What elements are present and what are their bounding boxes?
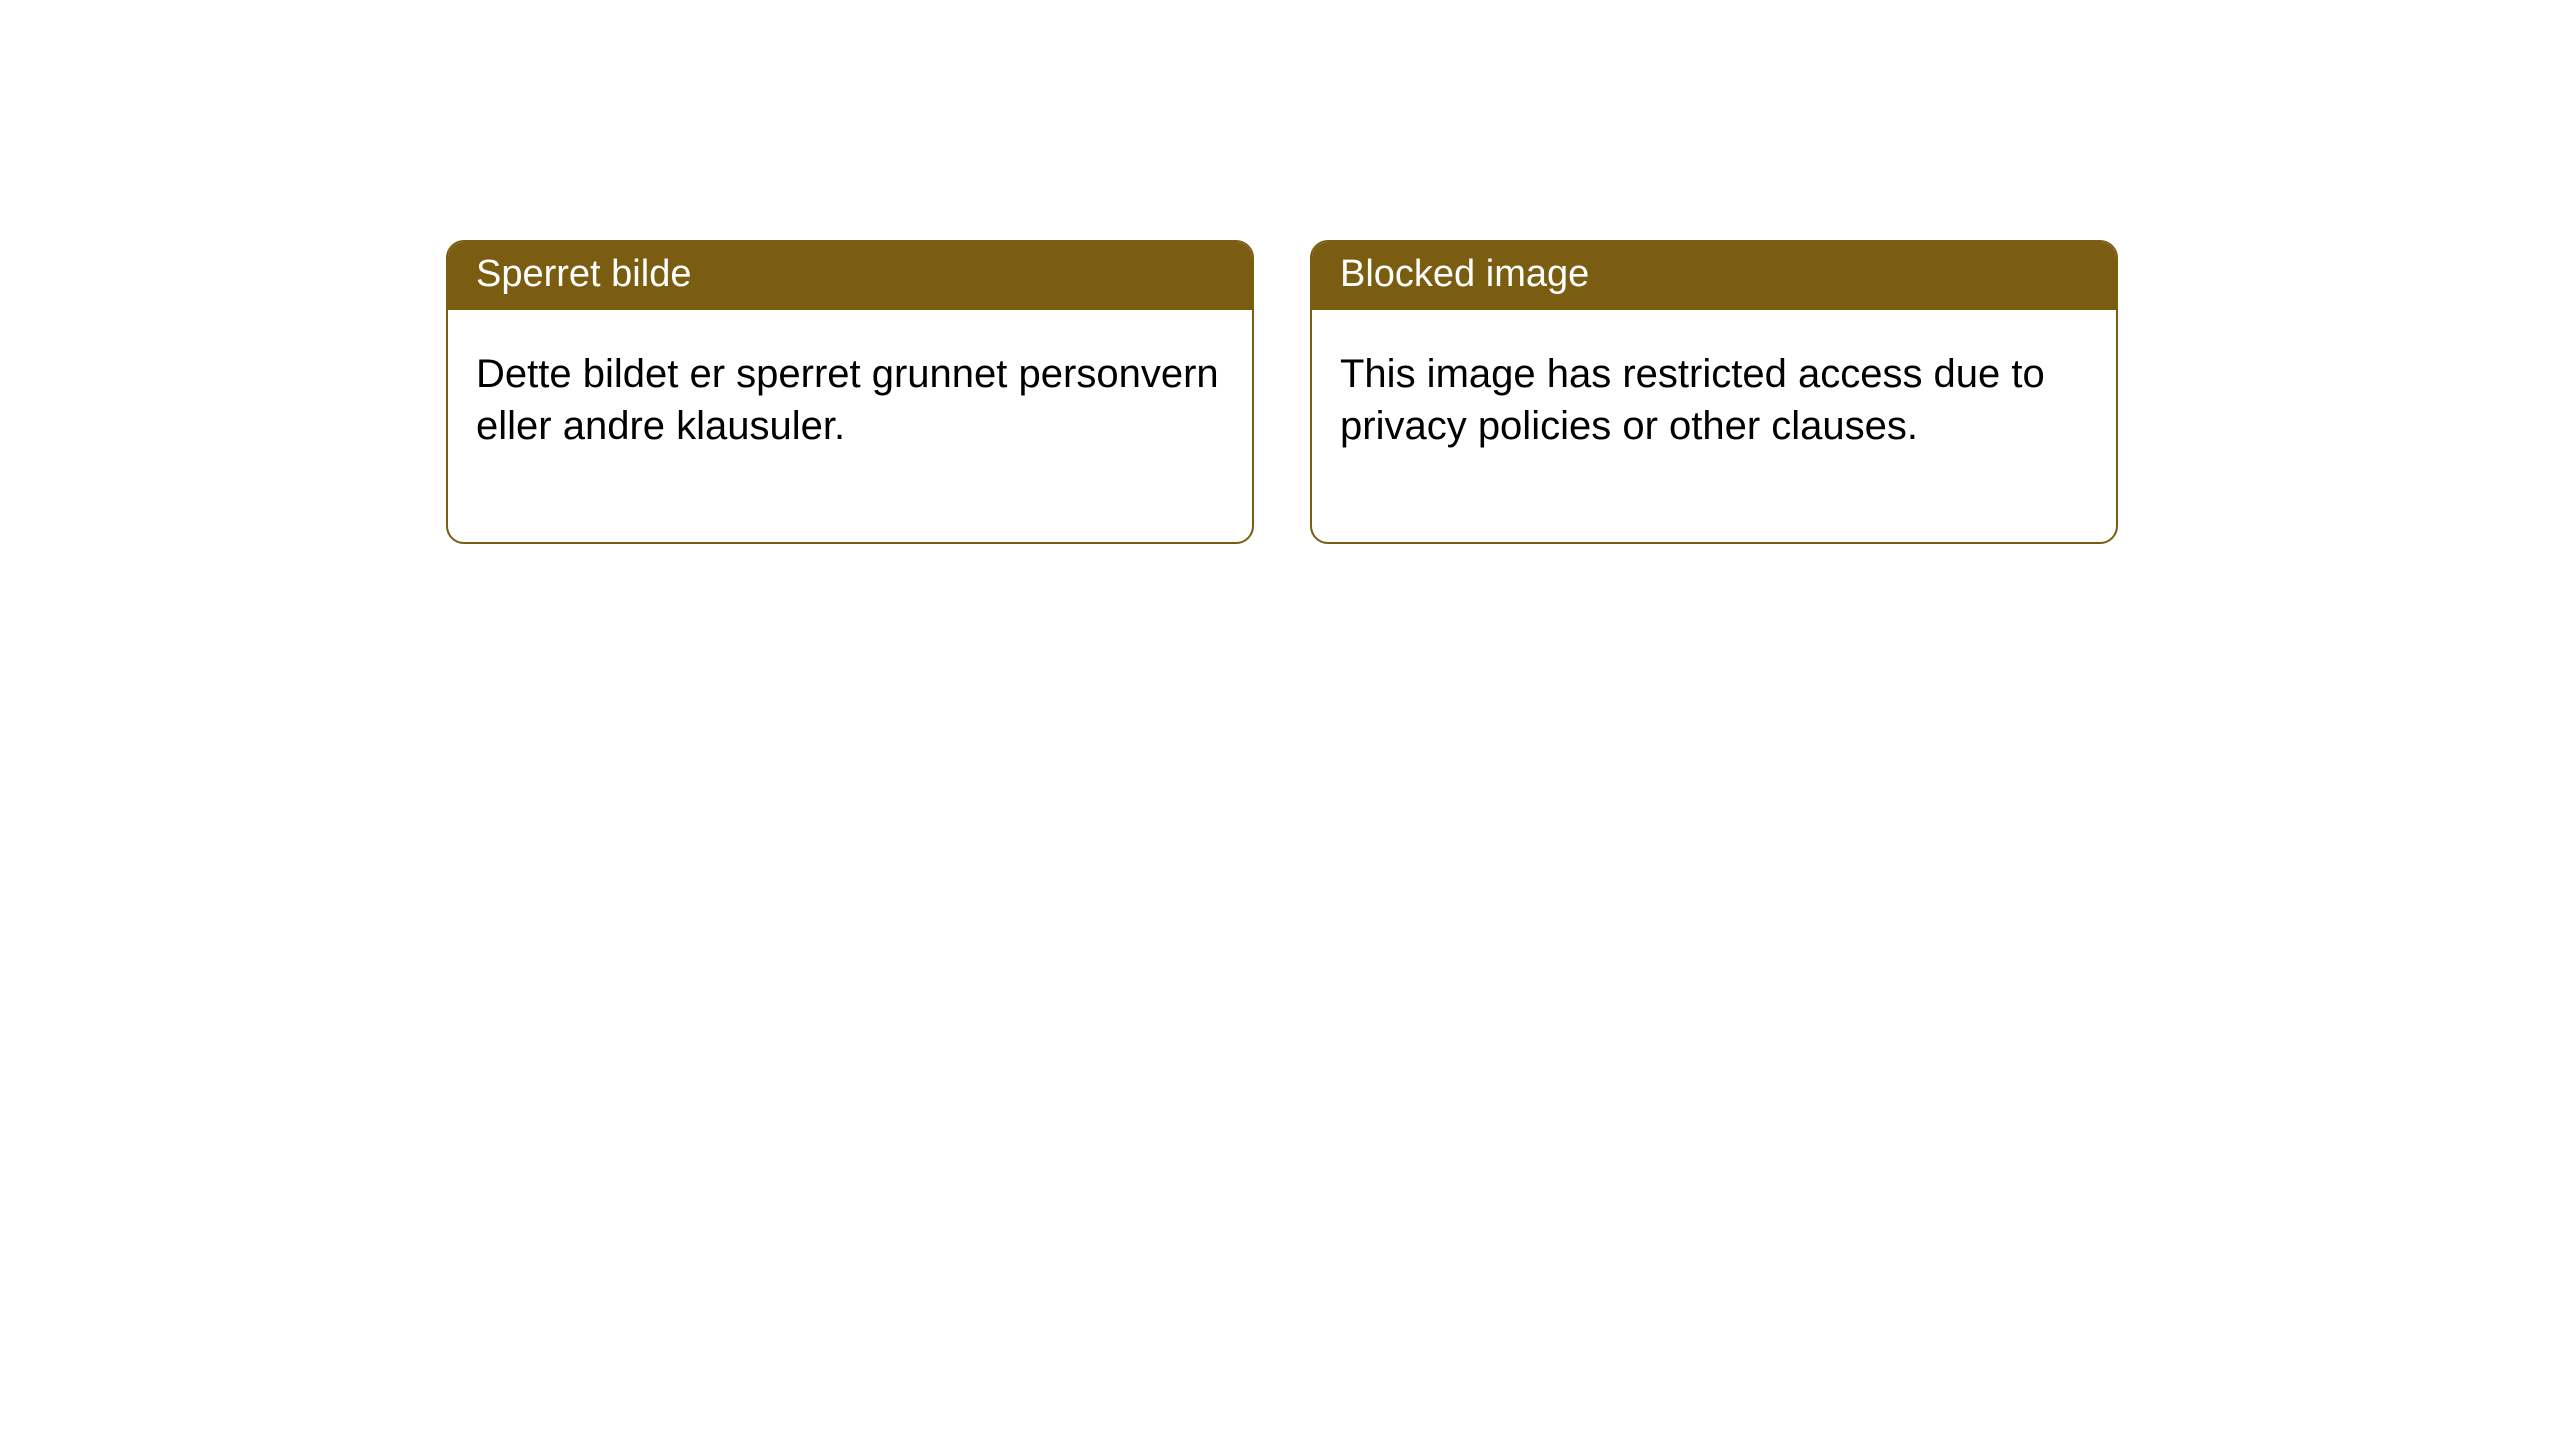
panel-title: Sperret bilde: [476, 253, 691, 295]
notice-panel-norwegian: Sperret bilde Dette bildet er sperret gr…: [446, 240, 1254, 544]
notice-panel-english: Blocked image This image has restricted …: [1310, 240, 2118, 544]
panel-body-text: This image has restricted access due to …: [1340, 352, 2045, 448]
panel-body-text: Dette bildet er sperret grunnet personve…: [476, 352, 1219, 448]
panel-header: Blocked image: [1312, 242, 2116, 310]
panel-body: Dette bildet er sperret grunnet personve…: [448, 310, 1252, 542]
panel-title: Blocked image: [1340, 253, 1589, 295]
panel-header: Sperret bilde: [448, 242, 1252, 310]
notice-container: Sperret bilde Dette bildet er sperret gr…: [446, 240, 2118, 544]
panel-body: This image has restricted access due to …: [1312, 310, 2116, 542]
